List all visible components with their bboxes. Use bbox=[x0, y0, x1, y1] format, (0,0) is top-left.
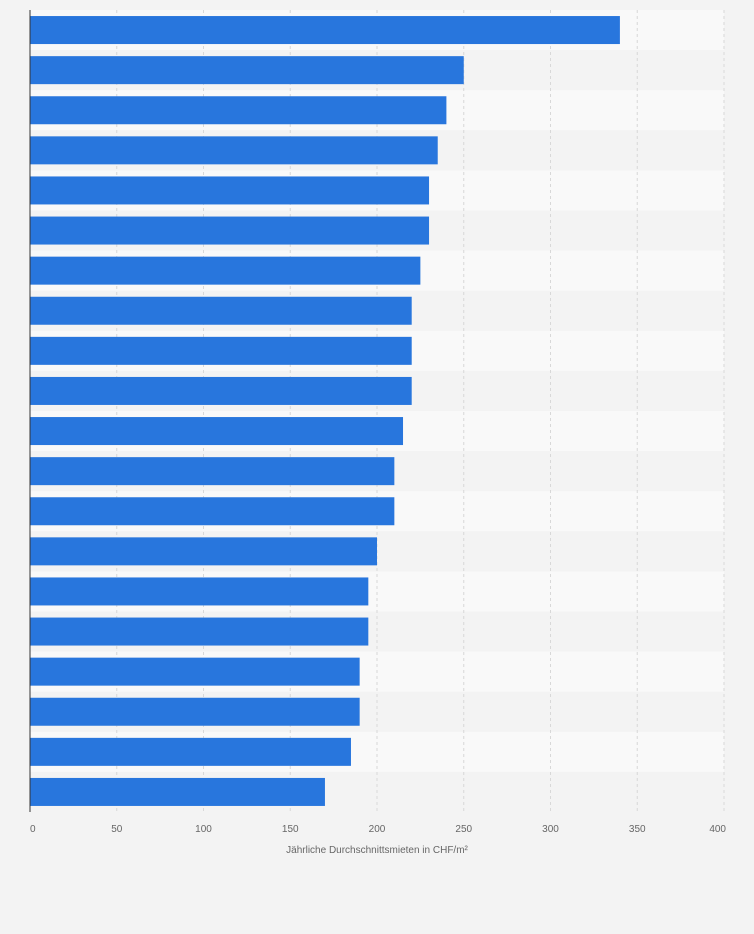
bar[interactable] bbox=[30, 777, 325, 806]
x-tick-label: 100 bbox=[195, 824, 212, 835]
bar[interactable] bbox=[30, 457, 395, 486]
bar[interactable] bbox=[30, 737, 351, 766]
bar[interactable] bbox=[30, 336, 412, 365]
bar[interactable] bbox=[30, 617, 369, 646]
x-tick-label: 350 bbox=[629, 824, 646, 835]
bars bbox=[30, 16, 620, 806]
bar[interactable] bbox=[30, 537, 377, 566]
x-tick-label: 250 bbox=[455, 824, 472, 835]
bar[interactable] bbox=[30, 176, 430, 205]
bar[interactable] bbox=[30, 96, 447, 125]
x-axis-label: Jährliche Durchschnittsmieten in CHF/m² bbox=[286, 845, 468, 856]
bar[interactable] bbox=[30, 216, 430, 245]
x-tick-label: 200 bbox=[369, 824, 386, 835]
bar[interactable] bbox=[30, 296, 412, 325]
bar[interactable] bbox=[30, 657, 360, 686]
bar[interactable] bbox=[30, 697, 360, 726]
bar[interactable] bbox=[30, 577, 369, 606]
bar[interactable] bbox=[30, 376, 412, 405]
x-tick-label: 400 bbox=[709, 824, 726, 835]
bar[interactable] bbox=[30, 136, 438, 165]
x-tick-label: 300 bbox=[542, 824, 559, 835]
bar[interactable] bbox=[30, 497, 395, 526]
bar[interactable] bbox=[30, 417, 404, 446]
x-axis-ticks: 0 50 100 150 200 250 300 350 400 bbox=[30, 824, 726, 835]
bar[interactable] bbox=[30, 56, 464, 85]
x-tick-label: 150 bbox=[282, 824, 299, 835]
bar[interactable] bbox=[30, 16, 620, 45]
x-tick-label: 0 bbox=[30, 824, 36, 835]
x-tick-label: 50 bbox=[111, 824, 123, 835]
bar[interactable] bbox=[30, 256, 421, 285]
